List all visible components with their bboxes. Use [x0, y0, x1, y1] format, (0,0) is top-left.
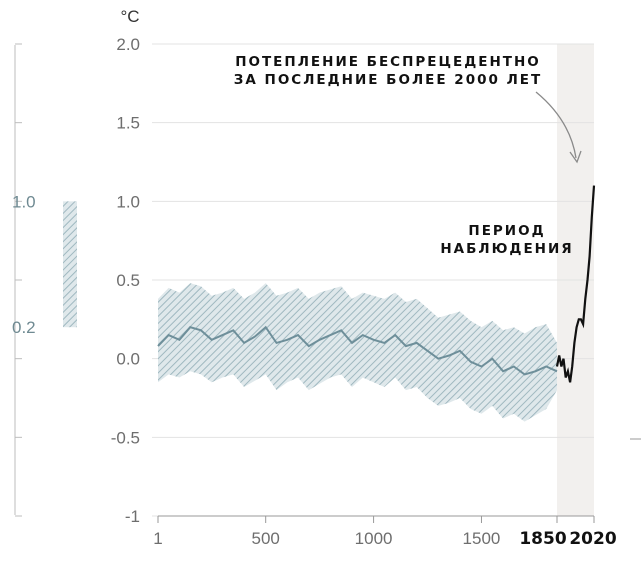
annotation-arrow: [535, 91, 577, 159]
annotation-unprecedented-line2: ЗА ПОСЛЕДНИЕ БОЛЕЕ 2000 ЛЕТ: [234, 72, 542, 88]
y-tick-label: 1.5: [116, 114, 140, 133]
side-label-high: 1.0: [12, 192, 36, 211]
y-tick-label: 2.0: [116, 35, 140, 54]
annotation-observed-line2: НАБЛЮДЕНИЯ: [440, 241, 573, 257]
observed-line: [555, 185, 596, 383]
reconstruction-band: [158, 283, 557, 422]
x-tick-label: 1850: [519, 529, 566, 549]
side-label-low: 0.2: [12, 318, 36, 337]
unit-label: °C: [120, 7, 139, 26]
annotation-observed-line1: ПЕРИОД: [468, 223, 545, 239]
annotation-arrowhead: [569, 150, 582, 164]
x-tick-label: 2020: [569, 529, 616, 549]
x-tick-label: 1000: [355, 529, 393, 548]
y-tick-label: 0.5: [116, 271, 140, 290]
x-tick-label: 1500: [463, 529, 501, 548]
x-tick-label: 500: [251, 529, 279, 548]
y-tick-label: 1.0: [116, 192, 140, 211]
x-tick-label: 1: [153, 529, 162, 548]
side-range-bar: [63, 201, 77, 328]
y-tick-label: 0.0: [116, 350, 140, 369]
reconstruction-line: [157, 325, 558, 376]
annotation-unprecedented-line1: ПОТЕПЛЕНИЕ БЕСПРЕЦЕДЕНТНО: [235, 54, 541, 70]
y-tick-label: -0.5: [111, 428, 140, 447]
y-tick-label: -1: [125, 507, 140, 526]
